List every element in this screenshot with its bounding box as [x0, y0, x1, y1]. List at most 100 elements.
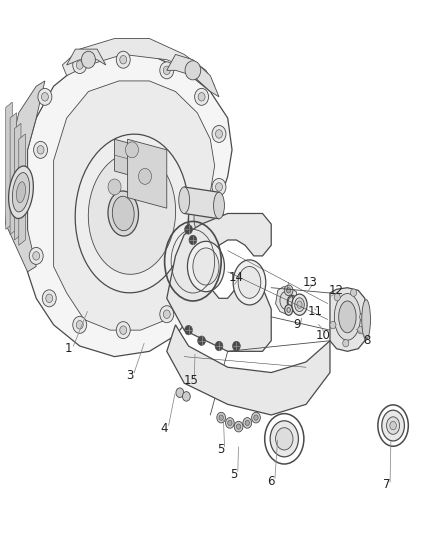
Text: 11: 11	[307, 305, 322, 318]
Circle shape	[284, 285, 293, 296]
Text: 4: 4	[161, 422, 168, 435]
Circle shape	[330, 321, 336, 329]
Circle shape	[189, 278, 196, 287]
Circle shape	[163, 66, 170, 75]
Circle shape	[215, 341, 223, 351]
Circle shape	[185, 325, 192, 335]
Ellipse shape	[88, 152, 176, 274]
Circle shape	[212, 125, 226, 142]
Ellipse shape	[188, 192, 223, 245]
Text: 6: 6	[268, 475, 275, 488]
Polygon shape	[167, 325, 330, 415]
Polygon shape	[330, 288, 367, 351]
Ellipse shape	[112, 196, 134, 231]
Circle shape	[343, 340, 349, 347]
Text: 5: 5	[230, 468, 238, 481]
Ellipse shape	[193, 248, 219, 285]
Ellipse shape	[297, 301, 302, 309]
Text: 3: 3	[126, 369, 134, 382]
Polygon shape	[276, 287, 297, 314]
Circle shape	[185, 224, 192, 234]
Ellipse shape	[233, 260, 266, 305]
Ellipse shape	[362, 300, 371, 340]
Ellipse shape	[295, 298, 304, 312]
Circle shape	[245, 420, 250, 425]
Circle shape	[357, 326, 364, 334]
Polygon shape	[19, 134, 25, 245]
Circle shape	[138, 168, 152, 184]
Circle shape	[33, 252, 40, 260]
Polygon shape	[14, 123, 21, 240]
Text: 5: 5	[218, 443, 225, 456]
Text: 10: 10	[316, 329, 331, 342]
Circle shape	[73, 317, 87, 333]
Circle shape	[198, 336, 205, 345]
Polygon shape	[28, 54, 232, 357]
Circle shape	[73, 56, 87, 74]
Ellipse shape	[339, 301, 356, 333]
Circle shape	[228, 420, 232, 425]
Ellipse shape	[238, 266, 261, 298]
Text: 8: 8	[363, 334, 371, 347]
Circle shape	[234, 421, 243, 432]
Circle shape	[334, 294, 340, 301]
Circle shape	[185, 61, 201, 80]
Circle shape	[186, 274, 200, 291]
Circle shape	[226, 418, 234, 428]
Circle shape	[360, 313, 366, 320]
Ellipse shape	[285, 305, 293, 316]
Ellipse shape	[179, 187, 190, 214]
Ellipse shape	[194, 200, 218, 237]
Polygon shape	[6, 102, 12, 229]
Circle shape	[233, 341, 240, 351]
Text: 9: 9	[293, 318, 301, 332]
Ellipse shape	[187, 241, 224, 292]
Ellipse shape	[292, 294, 307, 316]
Ellipse shape	[214, 192, 224, 219]
Circle shape	[189, 235, 197, 245]
Circle shape	[42, 93, 48, 101]
Ellipse shape	[108, 191, 138, 236]
Circle shape	[252, 413, 260, 423]
Circle shape	[163, 310, 170, 318]
Polygon shape	[6, 81, 45, 272]
Circle shape	[120, 55, 127, 64]
Circle shape	[198, 93, 205, 101]
Circle shape	[203, 231, 217, 248]
Polygon shape	[167, 214, 271, 351]
Ellipse shape	[75, 134, 189, 293]
Circle shape	[212, 179, 226, 196]
Circle shape	[42, 290, 56, 307]
Circle shape	[217, 413, 226, 423]
Circle shape	[176, 388, 184, 398]
Polygon shape	[10, 113, 17, 235]
Circle shape	[108, 179, 121, 195]
Circle shape	[120, 326, 127, 334]
Polygon shape	[53, 81, 215, 330]
Circle shape	[215, 130, 223, 138]
Circle shape	[116, 321, 130, 338]
Text: 7: 7	[383, 479, 390, 491]
Ellipse shape	[17, 182, 25, 203]
Circle shape	[46, 294, 53, 303]
Text: 15: 15	[183, 374, 198, 387]
Circle shape	[286, 288, 291, 293]
Ellipse shape	[382, 410, 404, 441]
Circle shape	[76, 61, 83, 69]
Circle shape	[160, 306, 174, 322]
Polygon shape	[167, 54, 219, 97]
Ellipse shape	[334, 294, 360, 340]
Circle shape	[194, 88, 208, 106]
Circle shape	[215, 183, 223, 191]
Ellipse shape	[9, 166, 33, 219]
Ellipse shape	[387, 417, 399, 434]
Circle shape	[350, 289, 357, 296]
Circle shape	[160, 62, 174, 79]
Ellipse shape	[270, 421, 298, 457]
Text: 1: 1	[65, 342, 73, 355]
Circle shape	[254, 415, 258, 420]
Ellipse shape	[12, 173, 30, 212]
Text: 14: 14	[229, 271, 244, 284]
Ellipse shape	[287, 308, 290, 312]
Ellipse shape	[390, 421, 396, 430]
